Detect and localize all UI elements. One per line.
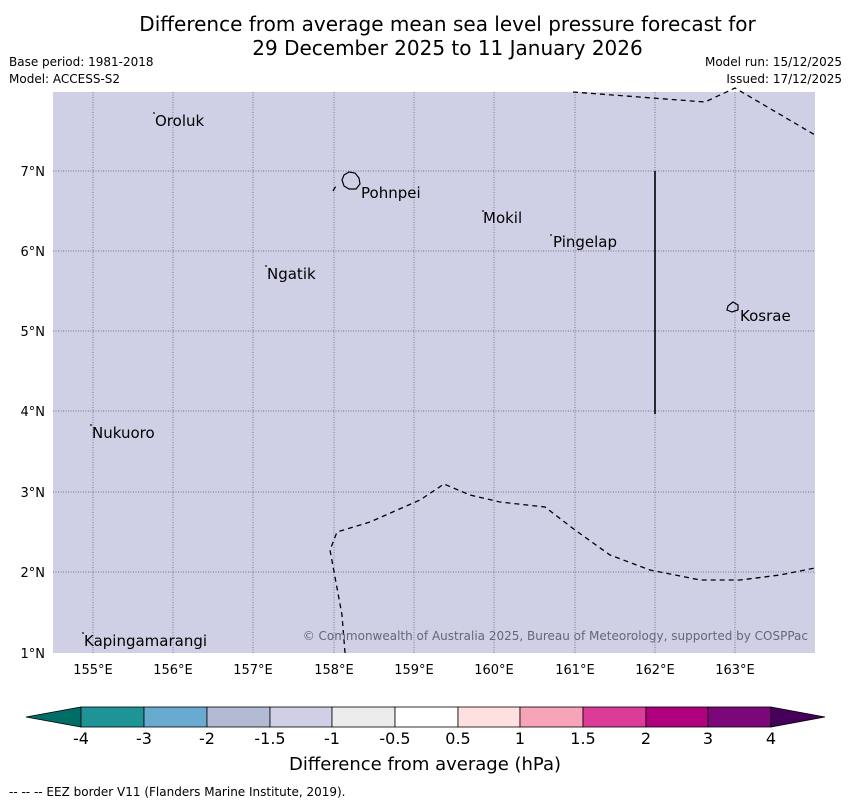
colorbar-title: Difference from average (hPa) xyxy=(288,754,562,775)
colorbar-segment-2 xyxy=(143,706,208,728)
lon-label-157: 157°E xyxy=(233,663,273,678)
colorbar-segment-4 xyxy=(269,706,333,728)
model-name: Model: ACCESS-S2 xyxy=(9,72,121,86)
island-dots xyxy=(82,112,552,634)
lon-label-160: 160°E xyxy=(474,663,514,678)
colorbar-segment-6 xyxy=(394,706,459,728)
place-pingelap: Pingelap xyxy=(553,233,617,251)
lat-label-2n: 2°N xyxy=(21,566,46,581)
meta-left: Base period: 1981-2018 Model: ACCESS-S2 xyxy=(9,54,154,88)
colorbar-arrow-low xyxy=(25,706,82,728)
copyright-text: © Commonwealth of Australia 2025, Bureau… xyxy=(303,629,808,643)
lon-label-159: 159°E xyxy=(394,663,434,678)
place-kapingamarangi: Kapingamarangi xyxy=(84,632,207,650)
lat-label-3n: 3°N xyxy=(21,486,46,501)
lat-label-6n: 6°N xyxy=(21,245,46,260)
lat-label-1n: 1°N xyxy=(21,647,46,662)
place-kosrae: Kosrae xyxy=(740,307,791,325)
colorbar-arrow-high xyxy=(770,706,826,728)
colorbar-label-2: 2 xyxy=(640,729,652,748)
lon-label-156: 156°E xyxy=(153,663,193,678)
eez-borders xyxy=(329,87,816,654)
colorbar-segment-9 xyxy=(582,706,647,728)
lat-label-7n: 7°N xyxy=(21,165,46,180)
meta-right: Model run: 15/12/2025 Issued: 17/12/2025 xyxy=(705,54,842,88)
place-mokil: Mokil xyxy=(483,209,522,227)
pohnpei-island-shape xyxy=(341,171,361,190)
title-line-1: Difference from average mean sea level p… xyxy=(139,12,756,36)
colorbar-label-neg1: -1 xyxy=(324,729,340,748)
colorbar-label-1: 1 xyxy=(514,729,526,748)
place-oroluk: Oroluk xyxy=(155,112,204,130)
colorbar-segment-8 xyxy=(519,706,584,728)
colorbar-label-0-5: 0.5 xyxy=(445,729,471,748)
colorbar-label-neg3: -3 xyxy=(136,729,152,748)
colorbar xyxy=(25,706,826,728)
title-line-2: 29 December 2025 to 11 January 2026 xyxy=(252,36,643,60)
place-nukuoro: Nukuoro xyxy=(92,424,155,442)
kosrae-island-shape xyxy=(726,301,739,313)
colorbar-segment-1 xyxy=(80,706,145,728)
eez-border-south xyxy=(329,483,816,654)
eez-border-north xyxy=(572,87,816,136)
place-pohnpei: Pohnpei xyxy=(361,184,421,202)
map-area xyxy=(53,92,815,653)
colorbar-segment-5 xyxy=(331,706,396,728)
colorbar-label-1-5: 1.5 xyxy=(570,729,596,748)
colorbar-label-4: 4 xyxy=(765,729,777,748)
lon-label-155: 155°E xyxy=(73,663,113,678)
model-run: Model run: 15/12/2025 xyxy=(704,55,842,69)
colorbar-segment-7 xyxy=(457,706,521,728)
base-period: Base period: 1981-2018 xyxy=(9,55,154,69)
colorbar-label-neg1-5: -1.5 xyxy=(254,729,286,748)
place-ngatik: Ngatik xyxy=(267,265,316,283)
lat-label-5n: 5°N xyxy=(21,325,46,340)
lat-label-4n: 4°N xyxy=(21,405,46,420)
lon-label-162: 162°E xyxy=(635,663,675,678)
chart-title: Difference from average mean sea level p… xyxy=(0,12,850,60)
colorbar-segment-10 xyxy=(645,706,709,728)
gridlines xyxy=(53,92,815,653)
colorbar-label-neg0-5: -0.5 xyxy=(379,729,411,748)
colorbar-label-neg2: -2 xyxy=(199,729,215,748)
lon-label-161: 161°E xyxy=(555,663,595,678)
eez-footnote: -- -- -- EEZ border V11 (Flanders Marine… xyxy=(9,785,346,799)
colorbar-segment-3 xyxy=(206,706,271,728)
colorbar-label-3: 3 xyxy=(702,729,714,748)
eez-border-pohnpei-stub xyxy=(332,185,337,192)
lon-label-158: 158°E xyxy=(314,663,354,678)
colorbar-label-neg4: -4 xyxy=(73,729,89,748)
lon-label-163: 163°E xyxy=(715,663,755,678)
colorbar-segment-11 xyxy=(707,706,772,728)
issued-date: Issued: 17/12/2025 xyxy=(726,72,842,86)
